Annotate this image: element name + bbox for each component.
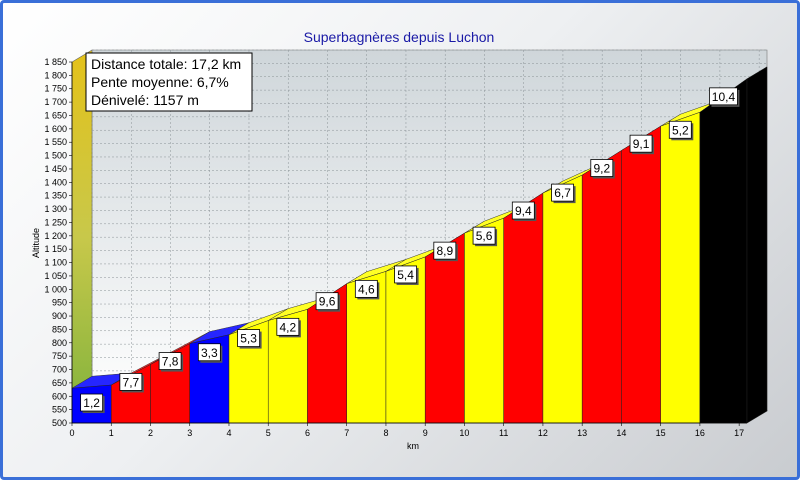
x-tick-label: 7 (344, 428, 349, 438)
segment-label-box (709, 87, 738, 106)
x-tick-label: 2 (148, 428, 153, 438)
segment-label-box (551, 183, 574, 202)
segment-label-9: 5,4 (397, 268, 414, 282)
segment-17 (699, 78, 748, 424)
y-tick-label: 850 (52, 324, 67, 334)
segment-label-box (80, 393, 104, 412)
segment-label-1: 1,2 (83, 396, 100, 410)
y-tick-label: 1 450 (44, 164, 67, 174)
x-tick-label: 6 (305, 428, 310, 438)
chart-title: Superbagnères depuis Luchon (304, 29, 495, 45)
x-tick-label: 4 (226, 428, 231, 438)
segment-label-box (511, 201, 535, 220)
x-tick-label: 12 (538, 428, 548, 438)
x-tick-label: 14 (616, 428, 626, 438)
segment-side (746, 66, 768, 424)
y-tick-label: 1 100 (44, 258, 67, 268)
segment-label-2: 7,7 (123, 375, 140, 389)
y-tick-label: 900 (52, 311, 67, 321)
segment-label-3: 7,8 (162, 355, 179, 369)
x-tick-label: 5 (266, 428, 271, 438)
segment-label-6: 4,2 (279, 320, 296, 334)
segment-label-16: 5,2 (672, 123, 689, 137)
segment-label-box (433, 241, 457, 260)
altitude-profile-chart: Superbagnères depuis Luchon 1,2 7,7 7,8 3,3… (31, 29, 769, 451)
segment-label-7: 9,6 (319, 295, 336, 309)
segment-label-box (472, 226, 496, 245)
y-tick-label: 800 (52, 338, 67, 348)
segment-13 (542, 174, 583, 424)
y-tick-label: 1 000 (44, 284, 67, 294)
info-elevation: Dénivelé: 1157 m (91, 92, 199, 108)
y-tick-label: 1 200 (44, 231, 67, 241)
segment-11 (464, 217, 504, 424)
y-tick-label: 1 300 (44, 204, 67, 214)
segment-label-box (197, 343, 221, 362)
info-box: Distance totale: 17,2 km Pente moyenne: … (85, 52, 253, 112)
y-tick-label: 1 800 (44, 70, 67, 80)
y-tick-label: 1 600 (44, 124, 67, 134)
y-axis-label: Altitude (31, 228, 41, 258)
segment-15 (621, 125, 661, 424)
segment-label-4: 3,3 (201, 346, 218, 360)
x-tick-label: 11 (499, 428, 508, 438)
segment-10 (424, 232, 465, 424)
segment-label-8: 4,6 (358, 282, 375, 296)
y-tick-label: 1 350 (44, 191, 67, 201)
segment-label-box (668, 120, 692, 139)
segment-label-box (354, 279, 378, 298)
x-axis-label: km (407, 441, 419, 451)
segment-label-13: 6,7 (554, 186, 571, 200)
info-distance: Distance totale: 17,2 km (91, 56, 241, 72)
segment-label-box (315, 292, 339, 311)
y-tick-label: 750 (52, 351, 67, 361)
segment-label-15: 9,1 (633, 137, 650, 151)
segment-label-box (629, 134, 653, 153)
segment-label-box (394, 265, 417, 284)
y-tick-label: 1 500 (44, 151, 67, 161)
y-tick-label: 500 (52, 418, 67, 428)
x-tick-label: 15 (656, 428, 666, 438)
x-tick-label: 3 (187, 428, 192, 438)
segment-14 (581, 150, 622, 424)
x-tick-label: 13 (577, 428, 587, 438)
segment-label-box (119, 373, 143, 391)
y-tick-label: 1 150 (44, 244, 67, 254)
plot-area: 1,2 7,7 7,8 3,3 5,3 4,2 9,6 4,6 5,4 8,9 5,6 9,4 6,7 9… (44, 49, 769, 438)
segment-label-box (276, 317, 300, 336)
segment-label-box (590, 159, 614, 177)
segment-label-14: 9,2 (593, 162, 610, 176)
segment-label-12: 9,4 (515, 204, 532, 218)
x-tick-label: 16 (695, 428, 705, 438)
x-tick-label: 8 (383, 428, 388, 438)
y-tick-label: 1 050 (44, 271, 67, 281)
segment-label-5: 5,3 (240, 332, 257, 346)
y-tick-label: 1 650 (44, 110, 67, 120)
y-tick-label: 1 250 (44, 217, 67, 227)
y-tick-label: 600 (52, 391, 67, 401)
x-tick-label: 9 (423, 428, 428, 438)
x-tick-label: 17 (734, 428, 744, 438)
x-tick-label: 10 (459, 428, 469, 438)
y-tick-label: 700 (52, 365, 67, 375)
y-tick-label: 1 850 (44, 57, 67, 67)
segment-16 (660, 111, 701, 424)
segment-label-box (237, 329, 260, 347)
y-tick-label: 950 (52, 298, 67, 308)
y-tick-label: 1 700 (44, 97, 67, 107)
segment-label-box (158, 352, 182, 370)
segment-label-10: 8,9 (436, 244, 453, 258)
x-tick-label: 0 (69, 428, 74, 438)
y-tick-label: 550 (52, 405, 67, 415)
y-tick-label: 1 550 (44, 137, 67, 147)
segment-12 (503, 192, 544, 424)
segment-label-11: 5,6 (476, 229, 493, 243)
segment-label-17: 10,4 (712, 90, 736, 104)
info-slope: Pente moyenne: 6,7% (91, 74, 229, 90)
y-tick-label: 650 (52, 378, 67, 388)
x-tick-label: 1 (109, 428, 114, 438)
y-tick-label: 1 400 (44, 177, 67, 187)
y-tick-label: 1 750 (44, 84, 67, 94)
